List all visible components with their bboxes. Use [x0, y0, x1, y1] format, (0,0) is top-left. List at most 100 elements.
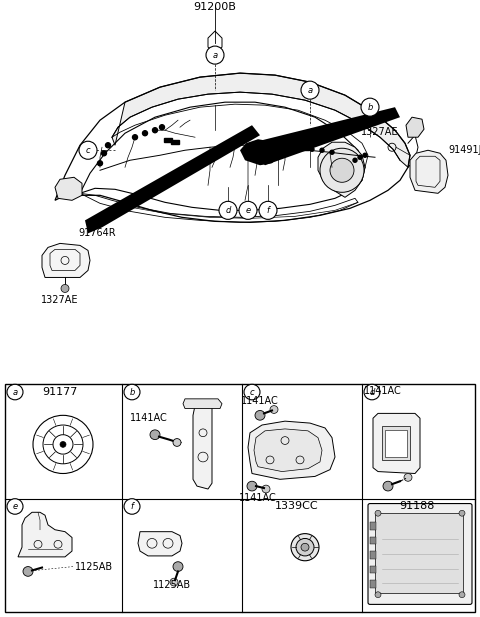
Text: 1141AC: 1141AC [130, 413, 168, 423]
Circle shape [97, 161, 103, 166]
Circle shape [301, 544, 309, 551]
Text: a: a [307, 86, 312, 94]
Polygon shape [193, 402, 212, 489]
Text: 91491J: 91491J [448, 145, 480, 155]
Text: 1141AC: 1141AC [239, 493, 277, 503]
Circle shape [459, 592, 465, 598]
FancyBboxPatch shape [368, 503, 472, 605]
Circle shape [173, 561, 183, 571]
Circle shape [358, 155, 362, 159]
Bar [382, 426, 410, 460]
Polygon shape [183, 399, 222, 408]
Circle shape [270, 405, 278, 413]
Text: f: f [131, 502, 133, 511]
Text: b: b [129, 387, 135, 397]
Bar [385, 430, 407, 457]
Text: 91188: 91188 [399, 502, 435, 511]
Polygon shape [42, 243, 90, 278]
Circle shape [364, 384, 380, 400]
Text: d: d [225, 206, 231, 215]
Polygon shape [318, 143, 365, 197]
Circle shape [404, 473, 412, 481]
Text: e: e [245, 206, 251, 215]
Text: c: c [250, 387, 254, 397]
Circle shape [459, 510, 465, 516]
Bar [291, 145, 299, 149]
Bar [370, 551, 376, 559]
Circle shape [320, 148, 364, 193]
Bar [370, 566, 376, 573]
Circle shape [320, 148, 324, 152]
Text: 91177: 91177 [42, 387, 78, 397]
Circle shape [206, 46, 224, 64]
Bar [370, 522, 376, 530]
Circle shape [291, 534, 319, 561]
Circle shape [23, 566, 33, 576]
Circle shape [239, 201, 257, 220]
Circle shape [153, 128, 157, 133]
Circle shape [296, 539, 314, 556]
Bar [370, 537, 376, 544]
Circle shape [7, 384, 23, 400]
Polygon shape [85, 125, 260, 233]
Circle shape [7, 499, 23, 514]
Circle shape [106, 143, 110, 147]
Circle shape [330, 158, 354, 182]
Polygon shape [112, 73, 410, 167]
Circle shape [132, 135, 137, 139]
Circle shape [361, 98, 379, 116]
Polygon shape [406, 117, 424, 137]
Text: 1141AC: 1141AC [364, 386, 402, 396]
Circle shape [353, 158, 357, 162]
Circle shape [170, 578, 178, 586]
Text: f: f [266, 206, 269, 215]
Circle shape [101, 151, 107, 155]
Circle shape [60, 442, 66, 447]
Circle shape [375, 592, 381, 598]
Text: 1327AE: 1327AE [41, 296, 79, 305]
Text: 1125AB: 1125AB [153, 580, 191, 590]
Polygon shape [18, 512, 72, 557]
Circle shape [219, 201, 237, 220]
Circle shape [244, 384, 260, 400]
Bar [370, 580, 376, 588]
Bar [375, 513, 463, 593]
Circle shape [79, 141, 97, 159]
Circle shape [124, 499, 140, 514]
Circle shape [61, 284, 69, 292]
Circle shape [259, 201, 277, 220]
Circle shape [262, 485, 270, 493]
Text: a: a [213, 51, 217, 60]
Text: d: d [369, 387, 375, 397]
Text: a: a [12, 387, 18, 397]
Text: c: c [86, 146, 90, 155]
Circle shape [375, 510, 381, 516]
Bar [164, 138, 172, 143]
Text: 1141AC: 1141AC [241, 395, 279, 405]
Polygon shape [254, 429, 322, 471]
Circle shape [247, 481, 257, 491]
Circle shape [301, 81, 319, 99]
Polygon shape [55, 177, 82, 201]
Text: 1125AB: 1125AB [75, 561, 113, 571]
Circle shape [143, 131, 147, 136]
Polygon shape [410, 151, 448, 193]
Text: 91200B: 91200B [193, 2, 237, 12]
Polygon shape [373, 413, 420, 473]
Circle shape [363, 153, 367, 157]
Polygon shape [240, 139, 278, 165]
Circle shape [298, 146, 302, 151]
Circle shape [310, 147, 314, 151]
Bar [171, 140, 179, 144]
Circle shape [173, 439, 181, 446]
Bar [301, 146, 309, 151]
Text: e: e [12, 502, 18, 511]
Polygon shape [250, 107, 400, 165]
Text: 1339CC: 1339CC [275, 502, 319, 511]
Circle shape [330, 151, 334, 154]
Circle shape [288, 145, 292, 149]
Circle shape [255, 410, 265, 420]
Circle shape [150, 430, 160, 439]
Text: 91764R: 91764R [78, 228, 116, 238]
Circle shape [159, 125, 165, 130]
